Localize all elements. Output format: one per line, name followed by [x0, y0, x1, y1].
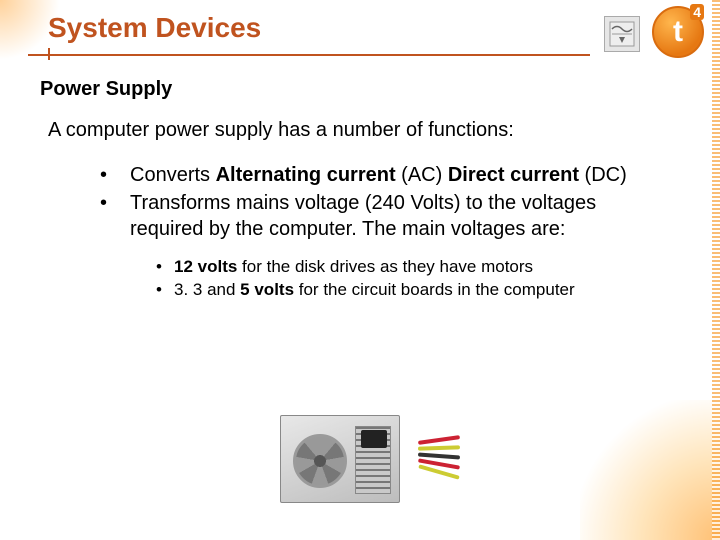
bullet-1-text: Converts: [130, 164, 216, 186]
main-bullet-list: Converts Alternating current (AC) Direct…: [100, 162, 660, 242]
sub1-bold: 12 volts: [174, 257, 237, 276]
sub1-rest: for the disk drives as they have motors: [237, 257, 533, 276]
slide-title: System Devices: [48, 12, 261, 44]
bullet-1-mid: (AC): [396, 164, 448, 186]
sub2-pre: 3. 3 and: [174, 280, 240, 299]
sub2-rest: for the circuit boards in the computer: [294, 280, 575, 299]
logo-letter: t: [673, 15, 683, 49]
sub-bullet-list: 12 volts for the disk drives as they hav…: [156, 256, 670, 302]
tool-icon: [604, 16, 640, 52]
sub-bullet-2: 3. 3 and 5 volts for the circuit boards …: [156, 279, 670, 302]
psu-body: [280, 415, 400, 503]
bullet-2-text: Transforms mains voltage (240 Volts) to …: [130, 192, 596, 240]
psu-cable: [418, 435, 460, 445]
psu-cable: [418, 445, 460, 450]
title-underline: [28, 48, 590, 62]
bullet-2: Transforms mains voltage (240 Volts) to …: [100, 190, 660, 242]
bullet-1-post: (DC): [579, 164, 627, 186]
header-icons: [604, 16, 640, 52]
intro-text: A computer power supply has a number of …: [48, 119, 670, 142]
title-bar: System Devices: [48, 12, 700, 44]
brand-logo: t 4: [652, 6, 706, 60]
subheading: Power Supply: [40, 78, 670, 101]
bullet-1: Converts Alternating current (AC) Direct…: [100, 162, 660, 188]
bullet-1-bold2: Direct current: [448, 164, 579, 186]
corner-decor-bottom-right: [580, 400, 720, 540]
logo-superscript: 4: [690, 4, 704, 20]
power-supply-image: [260, 400, 440, 520]
sub2-bold: 5 volts: [240, 280, 294, 299]
psu-socket-icon: [361, 430, 387, 448]
right-stripe-decor: [712, 0, 720, 540]
psu-fan-icon: [293, 434, 347, 488]
psu-cables: [418, 436, 468, 484]
content-area: Power Supply A computer power supply has…: [40, 78, 670, 302]
bullet-1-bold1: Alternating current: [216, 164, 396, 186]
sub-bullet-1: 12 volts for the disk drives as they hav…: [156, 256, 670, 279]
